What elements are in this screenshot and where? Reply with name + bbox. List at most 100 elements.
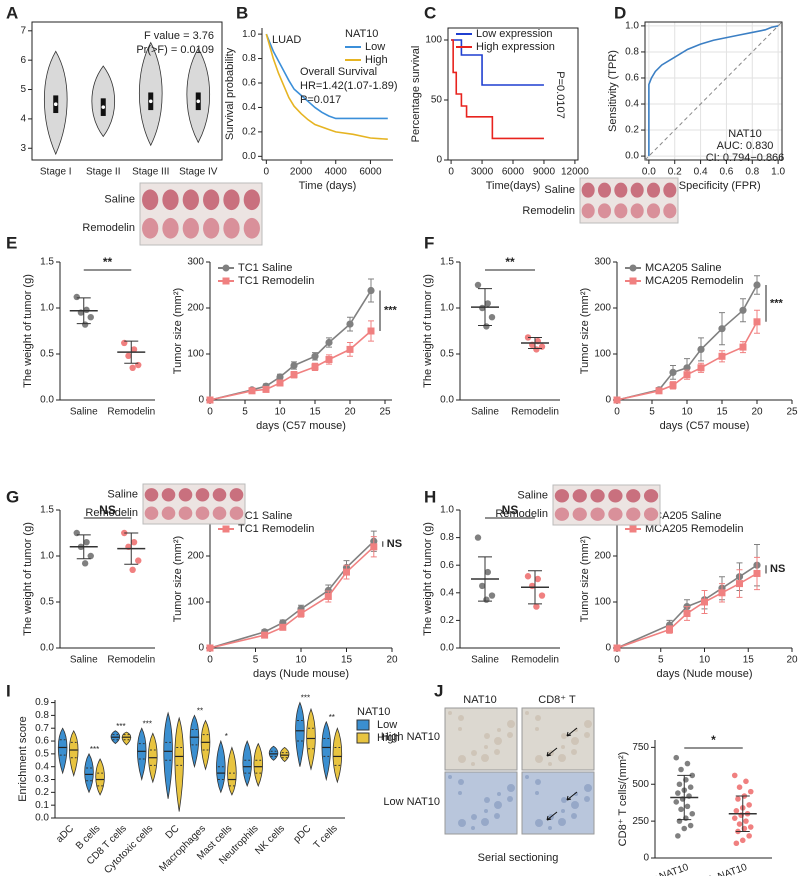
- marker: [343, 568, 350, 576]
- texture: [458, 755, 466, 763]
- tumor: [144, 488, 159, 502]
- y-tick-label: 0.2: [440, 615, 454, 626]
- y-tick-label: 0: [198, 395, 204, 406]
- texture: [471, 814, 477, 820]
- x-tick-label: Remodelin: [107, 655, 155, 666]
- violin: [136, 727, 147, 781]
- line: [648, 25, 779, 157]
- legend-label: High: [365, 54, 388, 66]
- photo-label: Remodelin: [82, 222, 135, 234]
- y-tick-label: 100: [187, 597, 204, 608]
- histology-image: [521, 771, 595, 835]
- y-tick-label: 6: [20, 55, 26, 66]
- x-tick-label: 9000: [533, 167, 556, 178]
- legend-label: MCA205 Remodelin: [645, 523, 743, 535]
- violin: [216, 739, 226, 794]
- y-tick-label: 0: [605, 643, 611, 654]
- y-tick-label: 1.0: [440, 505, 454, 516]
- y-tick-label: 0.8: [242, 53, 256, 64]
- annotation: F value = 3.76: [144, 30, 214, 42]
- data-point: [684, 760, 691, 767]
- texture: [471, 826, 475, 830]
- image-label: Serial sectioning: [478, 852, 559, 864]
- legend-swatch: [356, 732, 370, 744]
- median-dot: [148, 99, 153, 104]
- legend-marker: [222, 277, 230, 285]
- tumor: [572, 489, 587, 503]
- sd-bar: [124, 340, 139, 364]
- panel-letter: J: [434, 681, 443, 700]
- texture: [481, 754, 489, 762]
- tumor: [142, 217, 159, 239]
- y-tick-label: 200: [187, 551, 204, 562]
- x-tick-label: 0: [207, 655, 213, 666]
- marker: [367, 327, 375, 335]
- quartile-lines: [191, 729, 198, 746]
- quartile-lines: [176, 746, 183, 766]
- quartile-lines: [138, 743, 145, 760]
- texture: [535, 819, 543, 827]
- tumor: [614, 182, 628, 198]
- y-tick-label: 300: [594, 257, 611, 268]
- tumor-photo: [139, 182, 263, 246]
- y-tick-label: 0.5: [35, 749, 49, 760]
- texture: [535, 779, 541, 785]
- line: [209, 540, 375, 649]
- violin: [332, 727, 343, 784]
- tumor: [229, 488, 244, 502]
- histology-image: [444, 707, 518, 771]
- line: [616, 284, 758, 401]
- legend-title: NAT10: [345, 28, 378, 40]
- x-tick-label: 20: [344, 407, 356, 418]
- annotation: AUC: 0.830: [717, 140, 774, 152]
- histology-image: [444, 771, 518, 835]
- marker: [367, 286, 375, 295]
- texture: [535, 715, 541, 721]
- legend-marker: [629, 264, 637, 272]
- data-point: [479, 582, 486, 590]
- tumor: [162, 217, 179, 239]
- texture: [484, 745, 488, 749]
- tumor: [630, 182, 644, 198]
- tumor: [223, 217, 240, 239]
- line: [209, 546, 375, 649]
- texture: [497, 728, 501, 732]
- tumor: [178, 488, 193, 502]
- y-tick-label: 0.8: [625, 47, 639, 58]
- plot-frame: [644, 21, 783, 161]
- data-point: [747, 788, 754, 795]
- violin: [68, 730, 79, 777]
- tumor: [581, 182, 595, 198]
- x-tick-label: Saline: [471, 407, 499, 418]
- marker: [261, 631, 269, 639]
- significance-label: NS: [770, 563, 785, 575]
- texture: [571, 813, 577, 819]
- y-tick-label: 750: [632, 742, 649, 753]
- tumor: [223, 189, 240, 211]
- legend-label: MCA205 Saline: [645, 510, 721, 522]
- tumor: [630, 203, 644, 219]
- texture: [584, 784, 592, 792]
- marker: [325, 338, 333, 347]
- y-axis-label: Tumor size (mm²): [579, 288, 591, 374]
- legend-label: TC1 Saline: [238, 262, 292, 274]
- y-tick-label: 0.8: [440, 532, 454, 543]
- y-tick-label: 3: [20, 143, 26, 154]
- marker: [262, 385, 270, 393]
- data-point: [675, 833, 681, 839]
- data-point: [533, 346, 540, 353]
- tumor: [572, 507, 587, 521]
- y-tick-label: 0.0: [35, 813, 49, 824]
- data-point: [474, 534, 482, 541]
- tumor-photo: [142, 483, 246, 525]
- tumor: [195, 506, 210, 520]
- data-point: [684, 803, 691, 810]
- panel-letter: C: [424, 3, 436, 22]
- tumor: [203, 217, 220, 239]
- annotation: P=0.0107: [554, 71, 566, 118]
- texture: [497, 792, 501, 796]
- data-point: [125, 352, 132, 360]
- y-tick-label: 1.0: [625, 21, 639, 32]
- x-tick-label: 0: [207, 407, 213, 418]
- data-point: [675, 790, 681, 796]
